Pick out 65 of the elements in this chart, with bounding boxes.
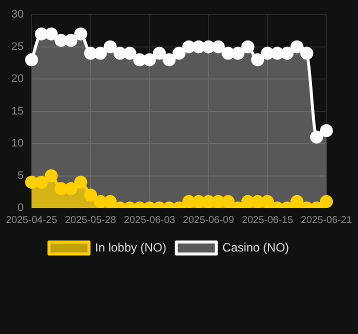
point [192, 40, 206, 54]
y-tick-label: 25 [11, 40, 24, 53]
point [202, 195, 215, 208]
point [290, 195, 304, 208]
point [64, 182, 78, 196]
point [320, 124, 333, 138]
point [172, 46, 186, 60]
point [25, 176, 38, 189]
point [94, 195, 107, 208]
point [280, 46, 294, 60]
point [84, 46, 98, 60]
point [260, 195, 274, 208]
point [133, 53, 146, 66]
point [84, 188, 98, 202]
point [182, 40, 196, 54]
point [64, 34, 78, 47]
point [241, 195, 254, 208]
point [182, 195, 196, 208]
point [260, 46, 274, 60]
point [290, 40, 304, 54]
y-tick-label: 0 [17, 202, 24, 214]
point [320, 195, 333, 208]
y-tick-label: 30 [11, 8, 24, 21]
point [310, 130, 324, 144]
x-tick-label: 2025-06-03 [124, 214, 176, 226]
point [74, 27, 88, 40]
y-tick-label: 20 [11, 73, 24, 86]
legend-label: In lobby (NO) [94, 240, 166, 254]
y-tick-label: 5 [17, 170, 24, 182]
point [270, 46, 284, 60]
point [162, 53, 176, 66]
point [143, 53, 156, 66]
point [104, 40, 117, 54]
x-tick-label: 2025-06-09 [182, 214, 234, 226]
legend-label: Casino (NO) [222, 240, 290, 254]
point [152, 46, 166, 60]
point [123, 46, 136, 60]
point [251, 53, 264, 66]
point [44, 27, 58, 40]
point [34, 176, 48, 189]
y-tick-label: 15 [11, 105, 24, 118]
point [94, 46, 107, 60]
point [231, 46, 244, 60]
point [25, 53, 38, 66]
y-tick-label: 10 [11, 138, 24, 150]
point [74, 176, 88, 189]
x-tick-label: 2025-05-28 [64, 214, 117, 226]
point [241, 40, 254, 54]
point [114, 46, 127, 60]
point [202, 40, 215, 54]
point [222, 46, 235, 60]
point [222, 195, 235, 208]
point [300, 46, 314, 60]
point [251, 195, 264, 208]
point [54, 182, 68, 196]
point [192, 195, 206, 208]
x-tick-label: 2025-06-21 [300, 214, 352, 226]
point [34, 27, 48, 40]
point [54, 34, 68, 47]
point [212, 195, 225, 208]
point [104, 195, 117, 208]
point [44, 169, 58, 182]
x-tick-label: 2025-06-15 [242, 214, 294, 226]
point [212, 40, 225, 54]
x-tick-label: 2025-04-25 [6, 214, 58, 226]
